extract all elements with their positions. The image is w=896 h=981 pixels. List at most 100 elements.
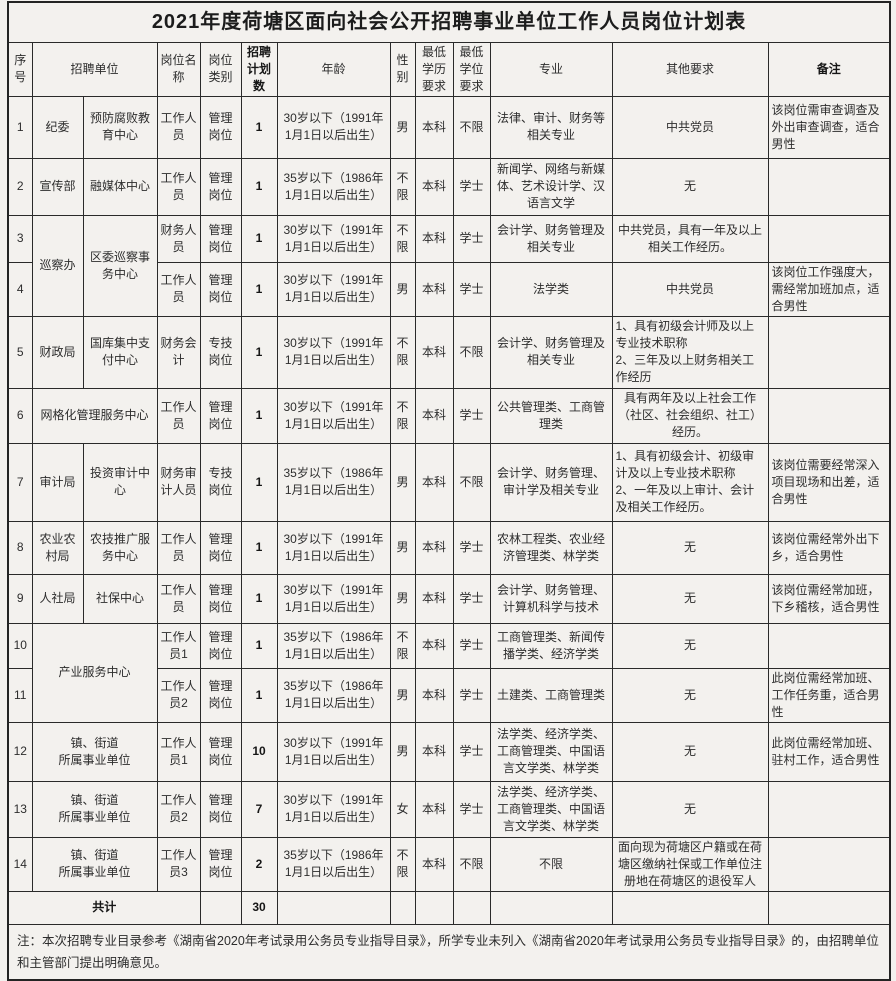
table-cell: 男: [389, 520, 416, 575]
table-cell: 35岁以下（1986年1月1日以后出生）: [276, 667, 391, 723]
table-row: 11 工作人员2 管理岗位 1 35岁以下（1986年1月1日以后出生）男本科 学士 土建类…: [7, 667, 891, 723]
table-cell: 学士: [452, 622, 491, 669]
table-row: 2 宣传部 融媒体中心 工作人员 管理岗位 1 35岁以下（1986年1月1日以后出生） 不限…: [7, 157, 891, 216]
table-cell: 管理岗位: [199, 836, 242, 892]
table-cell: 投资审计中心: [82, 442, 158, 522]
table-cell: 管理岗位: [199, 214, 242, 263]
table-cell: 不限: [389, 315, 416, 389]
table-row: 注：本次招聘专业目录参考《湖南省2020年考试录用公务员专业指导目录》，所学专业…: [7, 923, 891, 981]
table-cell: 1: [240, 520, 278, 575]
header-cell: 序号: [7, 41, 33, 97]
table-cell: 30岁以下（1991年1月1日以后出生）: [276, 721, 391, 782]
table-cell: 管理岗位: [199, 721, 242, 782]
table-cell: 国库集中支付中心: [82, 315, 158, 389]
table-cell: 不限: [389, 214, 416, 263]
table-cell: 30: [240, 890, 278, 925]
table-row: 共计 30: [7, 890, 891, 925]
table-cell: 镇、街道 所属事业单位: [31, 721, 158, 782]
table-cell: 管理岗位: [199, 387, 242, 444]
table-cell: 30岁以下（1991年1月1日以后出生）: [276, 387, 391, 444]
table-cell: 财务会计: [156, 315, 201, 389]
table-cell: 本科: [414, 261, 454, 317]
header-cell: 性别: [389, 41, 416, 97]
table-cell: 男: [389, 261, 416, 317]
table-cell: 新闻学、网络与新媒体、艺术设计学、汉语言文学: [489, 157, 613, 216]
table-row: 7 审计局 投资审计中心 财务审计人员 专技岗位 1 35岁以下（1986年1月1日以后出生…: [7, 442, 891, 522]
table-cell: 区委巡察事务中心: [82, 214, 158, 317]
table-cell: 本科: [414, 721, 454, 782]
table-cell: 法学类、经济学类、工商管理类、中国语言文学类、林学类: [489, 780, 613, 838]
table-row: 10 产业服务中心 工作人员1 管理岗位 1 35岁以下（1986年1月1日以后出生） 不限…: [7, 622, 891, 723]
table-cell: 工作人员1: [156, 721, 201, 782]
table-cell: 共计: [7, 890, 201, 925]
header-cell: 招聘计划数: [240, 41, 278, 97]
table-cell: 12: [7, 721, 33, 782]
table-cell: 不限: [489, 836, 613, 892]
table-cell: 35岁以下（1986年1月1日以后出生）: [276, 622, 391, 669]
table-cell: 该岗位需审查调查及外出审查调查，适合男性: [767, 95, 891, 159]
table-cell: 1: [7, 95, 33, 159]
table-cell: 本科: [414, 573, 454, 624]
table-cell: 1: [240, 573, 278, 624]
table-cell: 本科: [414, 622, 454, 669]
table-cell: 工作人员: [156, 520, 201, 575]
table-cell: 1: [240, 261, 278, 317]
table-cell: [389, 890, 416, 925]
table-cell: 1: [240, 315, 278, 389]
table-cell: 管理岗位: [199, 667, 242, 723]
table-cell: 1: [240, 214, 278, 263]
table-cell: 无: [611, 573, 769, 624]
table-cell: 男: [389, 442, 416, 522]
table-cell: [276, 890, 391, 925]
table-cell: 管理岗位: [199, 622, 242, 669]
table-cell: 30岁以下（1991年1月1日以后出生）: [276, 780, 391, 838]
header-cell: 岗位名称: [156, 41, 201, 97]
table-cell: 3: [7, 214, 33, 263]
table-cell: 7: [7, 442, 33, 522]
table-cell: 男: [389, 721, 416, 782]
table-row: 13 镇、街道 所属事业单位 工作人员2 管理岗位 7 30岁以下（1991年1月1日以后…: [7, 780, 891, 838]
table-cell: 该岗位工作强度大，需经常加班加点，适合男性: [767, 261, 891, 317]
table-cell: 法律、审计、财务等相关专业: [489, 95, 613, 159]
table-cell: [489, 890, 613, 925]
table-cell: 13: [7, 780, 33, 838]
table-cell: 预防腐败教育中心: [82, 95, 158, 159]
table-cell: 该岗位需经常加班，下乡稽核，适合男性: [767, 573, 891, 624]
table-cell: 学士: [452, 387, 491, 444]
table-cell: 男: [389, 667, 416, 723]
header-cell: 其他要求: [611, 41, 769, 97]
table-cell: 会计学、财务管理及相关专业: [489, 315, 613, 389]
table-cell: 学士: [452, 721, 491, 782]
table-cell: 无: [611, 622, 769, 669]
table-cell: 财政局: [31, 315, 84, 389]
table-cell: [767, 387, 891, 444]
table-row: 3 巡察办 区委巡察事务中心 财务人员 管理岗位 1 30岁以下（1991年1月1日以后出生…: [7, 214, 891, 317]
table-cell: 35岁以下（1986年1月1日以后出生）: [276, 442, 391, 522]
table-cell: 该岗位需要经常深入项目现场和出差，适合男性: [767, 442, 891, 522]
header-cell: 招聘单位: [31, 41, 158, 97]
header-cell: 岗位类别: [199, 41, 242, 97]
table-cell: 无: [611, 157, 769, 216]
table-cell: 法学类: [489, 261, 613, 317]
table-cell: 不限: [389, 157, 416, 216]
table-cell: 巡察办: [31, 214, 84, 317]
table-body: 1 纪委 预防腐败教育中心 工作人员 管理岗位 1 30岁以下（1991年1月1日以后出生）…: [7, 95, 891, 981]
table-row: 5 财政局 国库集中支付中心 财务会计 专技岗位 1 30岁以下（1991年1月1日以后出生…: [7, 315, 891, 389]
table-cell: 工作人员: [156, 157, 201, 216]
table-cell: 学士: [452, 573, 491, 624]
table-cell: [452, 890, 491, 925]
table-cell: 审计局: [31, 442, 84, 522]
table-cell: 管理岗位: [199, 157, 242, 216]
recruitment-plan-table: 2021年度荷塘区面向社会公开招聘事业单位工作人员岗位计划表 序号 招聘单位 岗位名…: [7, 1, 892, 981]
title-row: 2021年度荷塘区面向社会公开招聘事业单位工作人员岗位计划表: [7, 1, 891, 43]
table-row: 8 农业农村局 农技推广服务中心 工作人员 管理岗位 1 30岁以下（1991年1月1日以后…: [7, 520, 891, 575]
table-cell: 财务人员: [156, 214, 201, 263]
table-cell: 14: [7, 836, 33, 892]
table-cell: 网格化管理服务中心: [31, 387, 158, 444]
table-cell: [414, 890, 454, 925]
table-cell: 具有两年及以上社会工作（社区、社会组织、社工）经历。: [611, 387, 769, 444]
table-cell: 无: [611, 667, 769, 723]
table-cell: 此岗位需经常加班、驻村工作，适合男性: [767, 721, 891, 782]
table-cell: 本科: [414, 667, 454, 723]
